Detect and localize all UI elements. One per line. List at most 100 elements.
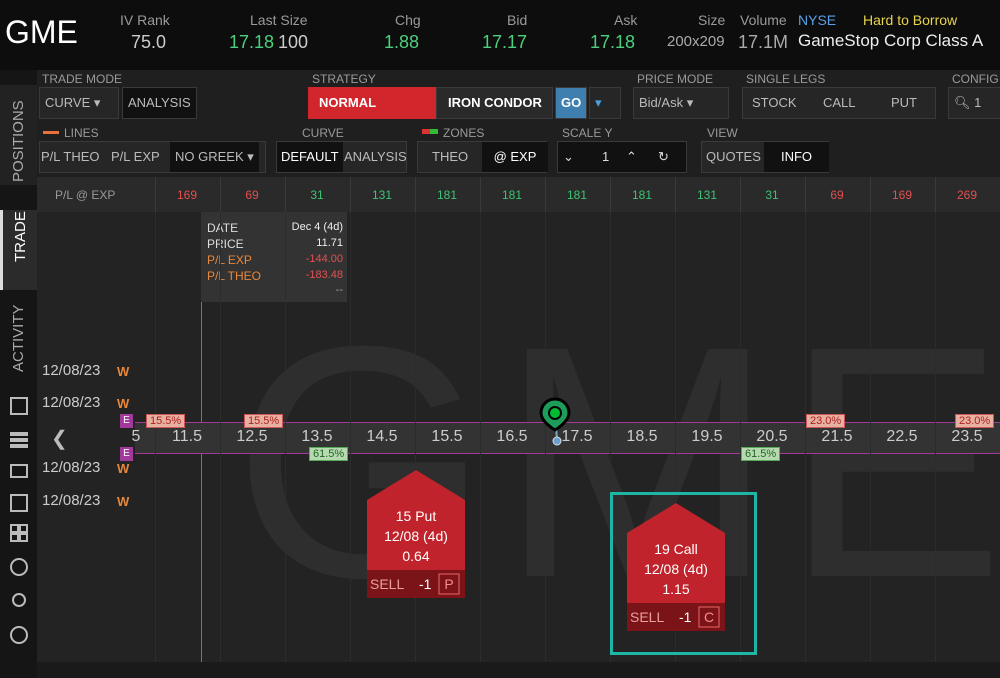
pct-label: 61.5%	[741, 447, 781, 461]
tooltip-key: P/L THEO	[207, 269, 262, 283]
dropdown[interactable]: CURVE ▾	[39, 87, 119, 119]
bottom-bar	[37, 662, 1000, 678]
date-flag: W	[117, 494, 130, 509]
column-divider	[220, 177, 221, 212]
button[interactable]: THEO	[432, 149, 469, 164]
tooltip-value: 11.71	[316, 237, 343, 249]
label: LINES	[64, 126, 99, 140]
price-label: 23.5	[951, 428, 983, 445]
order-card[interactable]: 19 Call 12/08 (4d) 1.15 SELL -1 C	[627, 503, 725, 631]
button-group: DEFAULT ANALYSIS	[276, 141, 407, 173]
column-divider	[415, 177, 416, 212]
value: 100	[278, 32, 309, 52]
side-tab[interactable]: POSITIONS	[10, 100, 27, 182]
pl-value: 31	[765, 188, 779, 202]
pl-value: 69	[830, 188, 844, 202]
quote-header: GME IV Rank 75.0 Last Size 17.18 100 Chg…	[0, 0, 1000, 70]
side-tab[interactable]: TRADE	[12, 211, 29, 262]
scale-control[interactable]: ⌄ 1 ⌃ ↻	[557, 141, 687, 173]
pl-value: 181	[436, 188, 458, 202]
order-card[interactable]: 15 Put 12/08 (4d) 0.64 SELL -1 P	[367, 470, 465, 598]
pl-label: P/L @ EXP	[55, 188, 116, 202]
label: Ask	[614, 12, 638, 28]
value: 1	[602, 149, 610, 164]
order-kind: C	[703, 609, 715, 625]
value: Bid/Ask	[639, 95, 684, 110]
pl-value: 69	[245, 188, 259, 202]
pl-value: 131	[696, 188, 718, 202]
sidebar: POSITIONS TRADE ACTIVITY	[0, 70, 37, 678]
dropdown[interactable]: NO GREEK ▾	[170, 142, 259, 172]
expiration-date: 12/08/23	[42, 459, 101, 476]
exp-marker: E	[120, 447, 133, 461]
grid-line	[480, 212, 481, 662]
scroll-left[interactable]: ❮	[51, 428, 68, 450]
label: Volume	[740, 12, 787, 28]
zoom[interactable]: 🔍︎ 1	[948, 87, 1000, 119]
tooltip-key: DATE	[207, 221, 239, 235]
order-action: SELL	[370, 576, 405, 592]
tooltip-key: PRICE	[207, 237, 244, 251]
value: 200x209	[667, 33, 725, 50]
pct-label: 15.5%	[146, 414, 186, 428]
sidebar-icons[interactable]	[8, 395, 32, 645]
pl-value: 31	[310, 188, 324, 202]
value: 17.18	[229, 32, 275, 52]
pl-value: 181	[566, 188, 588, 202]
order-expiry: 12/08 (4d)	[644, 561, 708, 577]
price-label: 5	[131, 428, 141, 445]
order-kind: P	[444, 576, 454, 592]
price-label: 12.5	[236, 428, 268, 445]
dropdown-arrow[interactable]: ▾	[589, 87, 621, 119]
label: Bid	[507, 12, 528, 28]
tab-bg	[0, 210, 37, 290]
column-divider	[350, 177, 351, 212]
button[interactable]: IRON CONDOR	[436, 87, 553, 119]
dropdown[interactable]: Bid/Ask ▾	[633, 87, 729, 119]
button[interactable]: PUT	[891, 95, 917, 110]
price-pin[interactable]	[535, 396, 575, 448]
button[interactable]: NORMAL	[308, 87, 436, 119]
column-divider	[610, 177, 611, 212]
order-title: 15 Put	[395, 508, 437, 524]
button[interactable]: ANALYSIS	[344, 149, 407, 164]
column-divider	[740, 177, 741, 212]
button[interactable]: P/L EXP	[111, 149, 160, 164]
grid-line	[415, 212, 416, 662]
toolbar: TRADE MODE CURVE ▾ ANALYSIS STRATEGY NOR…	[37, 70, 1000, 177]
grid-line	[675, 212, 676, 662]
order-expiry: 12/08 (4d)	[384, 528, 448, 544]
pct-label: 23.0%	[806, 414, 846, 428]
card-shape	[627, 503, 725, 631]
button[interactable]: STOCK	[752, 95, 797, 110]
column-divider	[675, 177, 676, 212]
pl-value: 131	[371, 188, 393, 202]
tooltip-value: -144.00	[305, 253, 343, 265]
tooltip-value: -183.48	[305, 269, 343, 281]
pl-value: 181	[631, 188, 653, 202]
expiration-date: 12/08/23	[42, 362, 101, 379]
value: 1	[974, 95, 982, 110]
button[interactable]: INFO	[764, 142, 829, 172]
order-action: SELL	[630, 609, 665, 625]
button[interactable]: DEFAULT	[277, 142, 343, 172]
column-divider	[805, 177, 806, 212]
label: CURVE	[302, 126, 344, 140]
side-tab[interactable]: ACTIVITY	[10, 304, 27, 372]
label: STRATEGY	[312, 72, 376, 86]
value: 1.88	[384, 32, 420, 52]
button-group: P/L THEO P/L EXP NO GREEK ▾	[39, 141, 266, 173]
value: 17.18	[590, 32, 636, 52]
button[interactable]: P/L THEO	[41, 149, 100, 164]
button[interactable]: GO	[555, 87, 587, 119]
button[interactable]: QUOTES	[706, 149, 761, 164]
pct-label: 15.5%	[244, 414, 284, 428]
button[interactable]: ANALYSIS	[122, 87, 197, 119]
pl-value: 169	[176, 188, 198, 202]
card-shape	[367, 470, 465, 598]
button[interactable]: CALL	[823, 95, 856, 110]
button[interactable]: @ EXP	[482, 142, 548, 172]
label: SINGLE LEGS	[746, 72, 826, 86]
price-label: 17.5	[561, 428, 593, 445]
